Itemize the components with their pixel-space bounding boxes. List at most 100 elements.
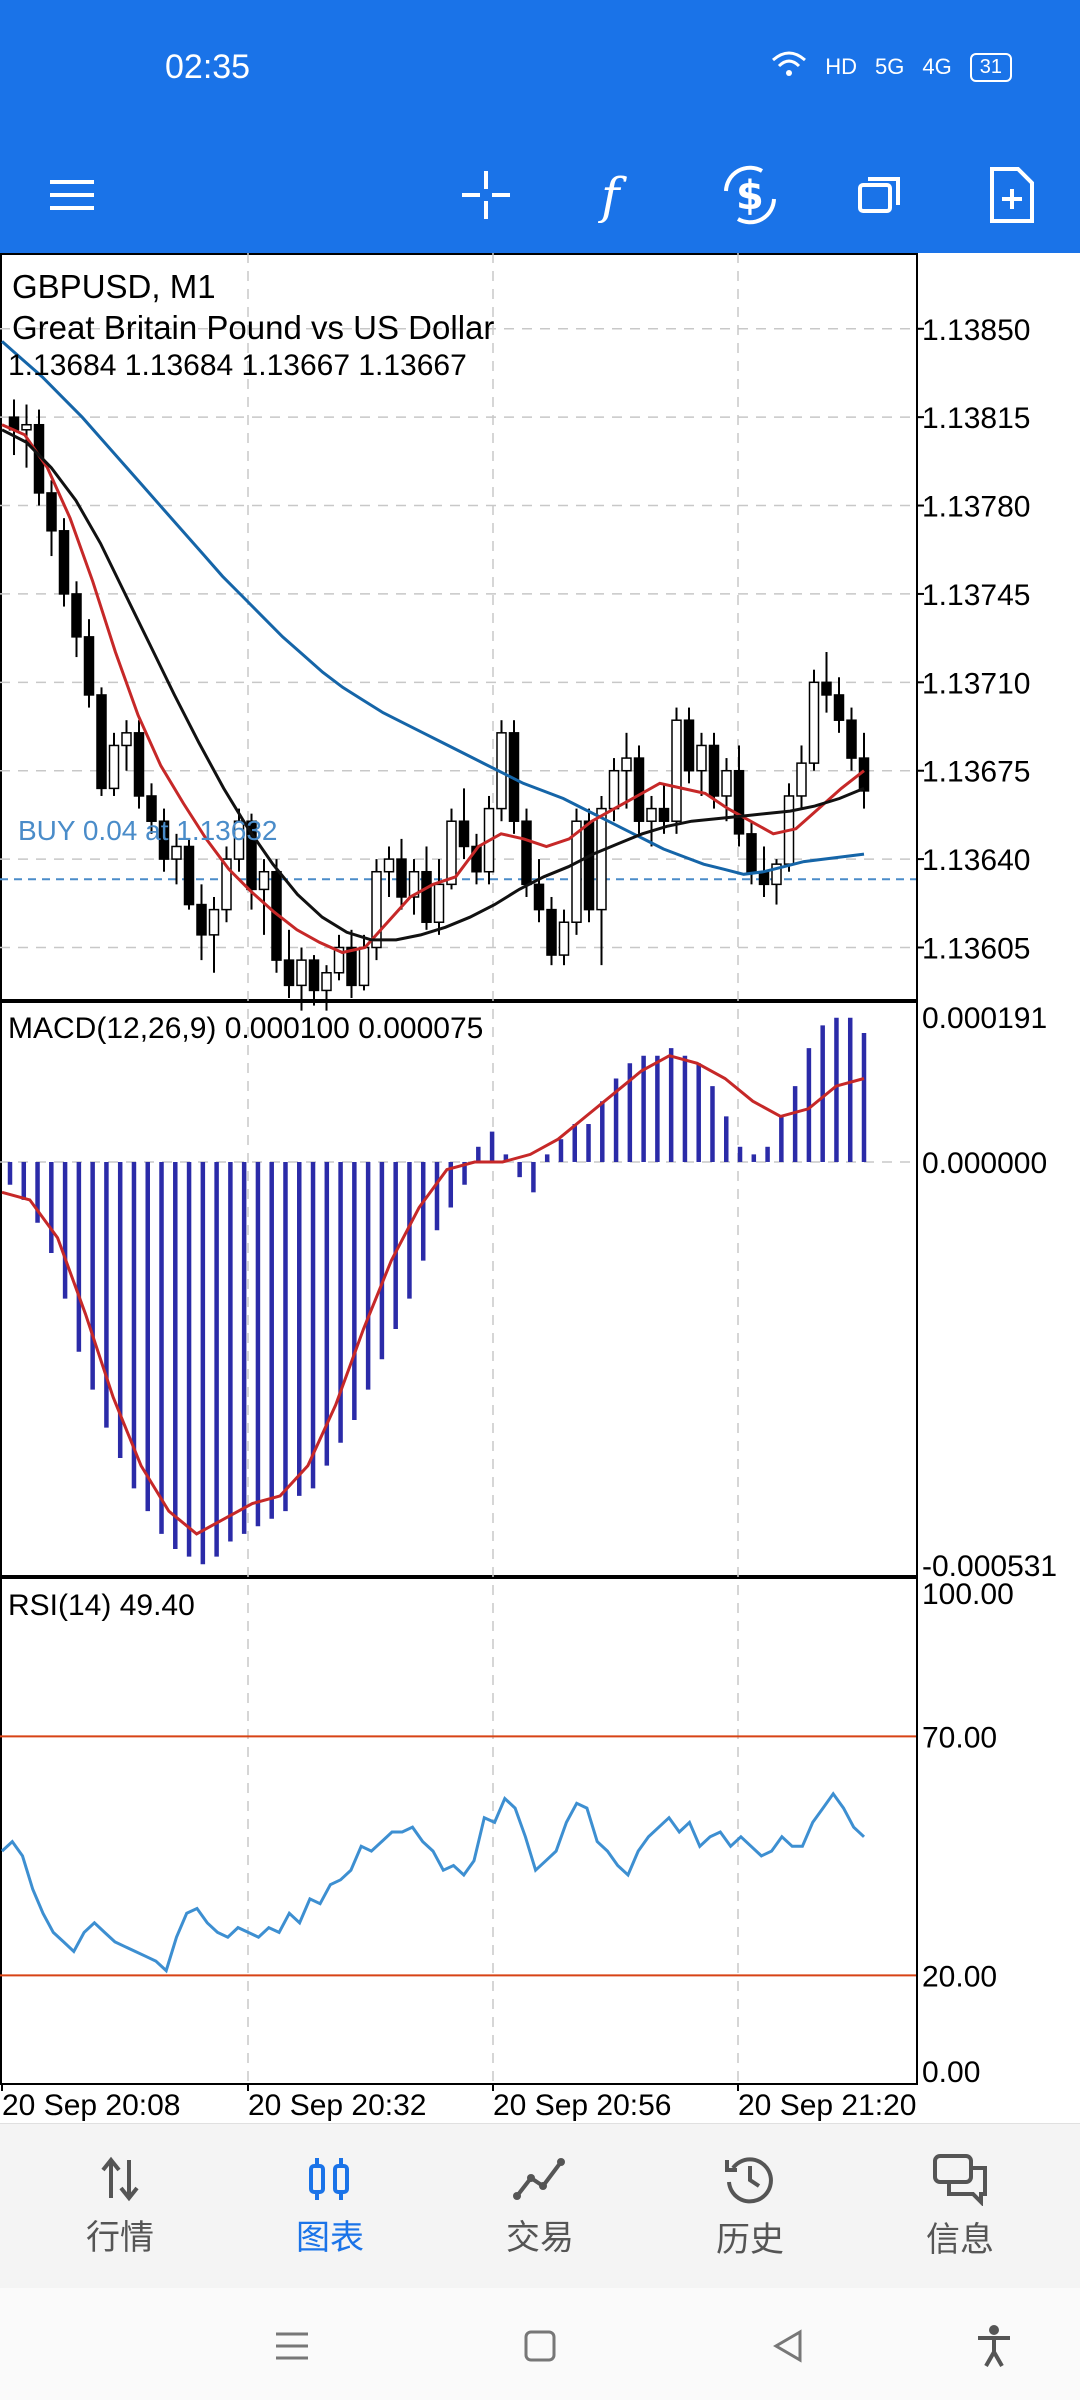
candle-bear: [396, 858, 407, 898]
square-icon: [524, 2330, 556, 2362]
crosshair-button[interactable]: [446, 155, 526, 235]
nav-quotes[interactable]: 行情: [12, 2124, 228, 2289]
candle-bear: [71, 593, 82, 638]
candle-bull: [646, 807, 657, 822]
time-axis: 20 Sep 20:08 20 Sep 20:32 20 Sep 20:56 20 S…: [1, 2083, 917, 2122]
macd-panel: [1, 1017, 867, 1565]
price-tick-label: 1.13815: [922, 402, 1030, 435]
candle-bear: [158, 820, 170, 860]
candle-bull: [171, 845, 182, 860]
trade-button[interactable]: $: [710, 155, 790, 235]
price-tick-label: 1.13675: [922, 756, 1030, 789]
rsi-line: [0, 1791, 866, 1974]
candle-bear: [521, 820, 532, 886]
candle-bear: [471, 845, 482, 873]
ma-line-blue: [1, 340, 865, 876]
candle-bear: [283, 959, 295, 987]
nav-chart[interactable]: 图表: [222, 2124, 438, 2289]
back-button[interactable]: [758, 2316, 818, 2376]
menu-icon: [50, 180, 94, 210]
chat-bubbles-icon: [933, 2154, 987, 2206]
home-button[interactable]: [510, 2316, 570, 2376]
candle-bear: [833, 694, 845, 721]
candle-bull: [696, 744, 707, 772]
nav-messages-label: 信息: [926, 2221, 994, 2259]
candle-bull: [333, 946, 345, 974]
candle-bear: [183, 845, 195, 906]
ma-line-red: [1, 423, 865, 955]
time-tick-label: 20 Sep 20:56: [493, 2089, 672, 2122]
menu-button[interactable]: [32, 155, 112, 235]
wifi-icon: [771, 50, 807, 84]
symbol-description: Great Britain Pound vs US Dollar: [12, 309, 494, 346]
nav-chart-label: 图表: [296, 2219, 364, 2257]
candle-bear: [758, 870, 770, 886]
signal-5g-icon: 5G: [875, 54, 905, 79]
svg-text:$: $: [736, 173, 764, 219]
candle-bear: [421, 870, 432, 923]
ohlc-values: 1.13684 1.13684 1.13667 1.13667: [8, 349, 467, 382]
candle-bull: [796, 762, 807, 797]
candle-bear: [583, 820, 595, 911]
rsi-tick-label: 0.00: [922, 2056, 980, 2089]
accessibility-icon: [978, 2325, 1010, 2367]
candle-bull: [321, 971, 332, 992]
nav-trade[interactable]: 交易: [432, 2124, 648, 2289]
candle-bull: [808, 681, 820, 764]
price-tick-label: 1.13745: [922, 579, 1030, 612]
grid-lines: [0, 253, 916, 2083]
new-order-button[interactable]: [972, 155, 1052, 235]
candle-bull: [608, 769, 620, 810]
candle-bull: [371, 870, 382, 949]
candle-bear: [733, 769, 745, 835]
candle-bull: [258, 870, 270, 891]
candle-bear: [58, 530, 70, 595]
candle-bull: [383, 858, 395, 873]
candle-bull: [558, 921, 570, 956]
nav-messages[interactable]: 信息: [852, 2124, 1068, 2289]
candle-bear: [46, 492, 57, 532]
windows-button[interactable]: [840, 155, 920, 235]
candle-bull: [596, 807, 607, 911]
rsi-tick-label: 100.00: [922, 1578, 1014, 1611]
candle-bull: [21, 423, 32, 431]
symbol-label: GBPUSD, M1: [12, 268, 216, 305]
candle-bull: [121, 732, 132, 747]
candle-bear: [633, 757, 645, 822]
candle-bear: [533, 883, 545, 911]
macd-signal-line: [1, 1054, 865, 1536]
arrows-updown-icon: [101, 2156, 139, 2202]
time-tick-label: 20 Sep 20:32: [248, 2089, 427, 2122]
nav-history[interactable]: 历史: [642, 2124, 858, 2289]
candle-bull: [296, 959, 307, 987]
candle-bull: [621, 757, 632, 772]
candle-bear: [133, 732, 145, 797]
candle-bull: [571, 820, 582, 923]
indicators-button[interactable]: f: [578, 155, 658, 235]
svg-text:f: f: [597, 167, 627, 223]
price-tick-label: 1.13710: [922, 667, 1030, 700]
candle-bull: [108, 744, 120, 790]
candle-bull: [446, 820, 457, 886]
time-tick-label: 20 Sep 21:20: [738, 2089, 917, 2122]
candle-bear: [846, 719, 857, 759]
recents-button[interactable]: [262, 2316, 322, 2376]
candle-bear: [458, 820, 470, 848]
rsi-label: RSI(14) 49.40: [8, 1589, 195, 1622]
new-document-icon: [990, 167, 1034, 223]
buy-position-label[interactable]: BUY 0.04 at 1.13632: [18, 815, 277, 846]
candle-bear: [821, 681, 832, 696]
candle-bear: [708, 744, 720, 797]
chart-area[interactable]: 1.13850 1.13815 1.13780 1.13745 1.13710 1.136…: [0, 253, 1080, 2123]
candle-bull: [771, 863, 782, 886]
candle-bear: [83, 636, 95, 696]
chart-svg[interactable]: 1.13850 1.13815 1.13780 1.13745 1.13710 1.136…: [0, 253, 1080, 2123]
price-axis: 1.13850 1.13815 1.13780 1.13745 1.13710 1.136…: [916, 314, 1057, 2089]
rsi-tick-label: 70.00: [922, 1721, 997, 1754]
candle-bear: [346, 946, 357, 987]
candles: [8, 399, 870, 1011]
macd-tick-label: -0.000531: [922, 1550, 1057, 1583]
candle-bear: [546, 908, 557, 956]
accessibility-button[interactable]: [964, 2316, 1024, 2376]
candle-bull: [358, 946, 370, 987]
